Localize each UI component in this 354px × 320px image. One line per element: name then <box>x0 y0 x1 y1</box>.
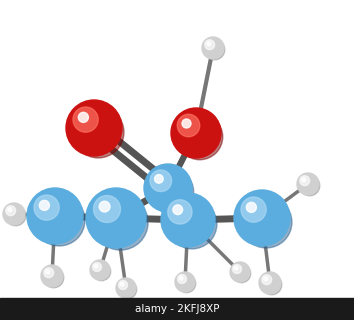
Circle shape <box>240 196 292 248</box>
Circle shape <box>6 206 16 216</box>
Circle shape <box>177 274 196 293</box>
Circle shape <box>232 264 251 283</box>
Circle shape <box>92 262 102 271</box>
Circle shape <box>78 112 88 122</box>
Text: alamy - 2KFJ8XP: alamy - 2KFJ8XP <box>135 304 219 314</box>
Circle shape <box>118 280 137 299</box>
Circle shape <box>73 107 98 132</box>
Circle shape <box>259 272 281 294</box>
Circle shape <box>120 283 124 286</box>
Circle shape <box>230 262 250 282</box>
Circle shape <box>299 176 320 196</box>
Circle shape <box>207 42 211 46</box>
Circle shape <box>144 164 192 212</box>
Circle shape <box>33 195 85 246</box>
Circle shape <box>167 199 217 249</box>
Circle shape <box>297 173 319 195</box>
Circle shape <box>39 200 50 211</box>
Circle shape <box>182 119 191 128</box>
Circle shape <box>264 277 268 281</box>
Circle shape <box>300 176 310 186</box>
Circle shape <box>246 202 256 212</box>
Circle shape <box>46 270 50 274</box>
Circle shape <box>177 114 200 137</box>
Bar <box>0 298 354 320</box>
Circle shape <box>202 37 224 59</box>
Circle shape <box>116 278 136 298</box>
Circle shape <box>262 275 272 285</box>
Circle shape <box>6 205 26 226</box>
Circle shape <box>86 188 146 248</box>
Circle shape <box>179 276 183 280</box>
Circle shape <box>234 266 238 270</box>
Circle shape <box>241 197 266 222</box>
Circle shape <box>233 265 241 274</box>
Circle shape <box>95 264 98 268</box>
Circle shape <box>161 193 215 247</box>
Circle shape <box>175 272 195 292</box>
Circle shape <box>155 175 163 183</box>
Circle shape <box>171 108 221 158</box>
Circle shape <box>302 178 306 182</box>
Circle shape <box>149 170 194 214</box>
Circle shape <box>168 200 192 224</box>
Circle shape <box>44 268 64 288</box>
Circle shape <box>3 203 25 225</box>
Circle shape <box>27 188 83 244</box>
Circle shape <box>177 275 187 284</box>
Circle shape <box>73 107 124 158</box>
Circle shape <box>41 265 63 287</box>
Circle shape <box>262 275 282 295</box>
Circle shape <box>119 281 127 290</box>
Circle shape <box>92 262 111 281</box>
Circle shape <box>177 114 223 160</box>
Circle shape <box>205 40 215 50</box>
Circle shape <box>173 205 183 215</box>
Circle shape <box>66 100 122 156</box>
Circle shape <box>150 170 172 192</box>
Circle shape <box>99 201 110 212</box>
Circle shape <box>90 260 110 280</box>
Circle shape <box>34 195 59 220</box>
Circle shape <box>93 196 120 222</box>
Circle shape <box>234 190 290 246</box>
Circle shape <box>8 208 12 212</box>
Circle shape <box>93 195 148 250</box>
Circle shape <box>44 268 54 278</box>
Circle shape <box>205 40 225 60</box>
